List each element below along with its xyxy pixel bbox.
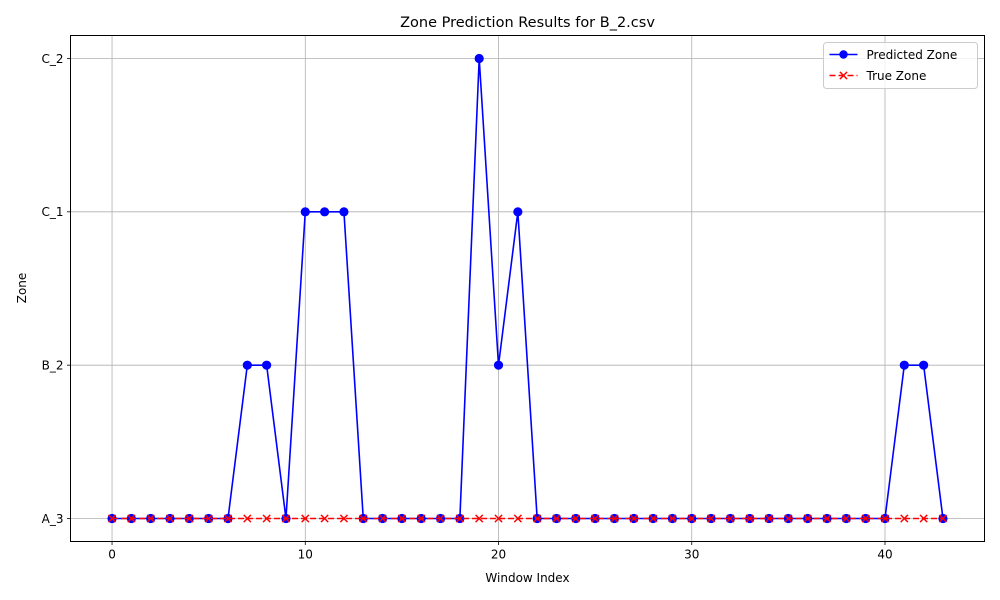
x-tick-label: 20	[491, 548, 506, 562]
legend-true-zone-marker	[839, 71, 848, 80]
true-zone-point	[378, 514, 387, 523]
true-zone-point	[281, 514, 291, 523]
true-zone-point	[301, 514, 310, 523]
true-zone-point	[455, 514, 464, 523]
predicted-zone-point	[493, 360, 504, 370]
y-tick-label: B_2	[42, 358, 64, 372]
predicted-zone-point	[513, 207, 523, 217]
true-zone-point	[745, 514, 754, 523]
true-zone-point	[436, 514, 445, 523]
true-zone-point	[107, 514, 117, 523]
true-zone-point	[165, 514, 175, 523]
x-tick-label: 40	[877, 548, 892, 562]
true-zone-point	[803, 514, 812, 523]
true-zone-point	[475, 514, 484, 523]
true-zone-point	[185, 514, 194, 523]
x-tick-label: 10	[298, 548, 313, 562]
true-zone-point	[320, 514, 329, 523]
true-zone-point	[223, 514, 233, 523]
true-zone-point	[784, 514, 793, 523]
predicted-zone-point	[320, 207, 330, 217]
true-zone-point	[938, 514, 948, 523]
true-zone-point	[494, 514, 503, 523]
true-zone-point	[533, 514, 542, 523]
true-zone-point	[764, 514, 774, 523]
true-zone-point	[397, 514, 407, 523]
true-zone-point	[339, 514, 349, 523]
predicted-zone-point	[300, 207, 310, 217]
predicted-zone-point	[899, 360, 909, 370]
true-zone-point	[610, 514, 619, 523]
y-tick-label: C_1	[41, 205, 63, 219]
true-zone-point	[919, 514, 928, 523]
true-zone-point	[900, 514, 909, 523]
true-zone-point	[687, 514, 696, 523]
y-tick-label: A_3	[42, 512, 64, 526]
legend: Predicted Zone True Zone	[823, 42, 978, 89]
true-zone-point	[880, 514, 890, 523]
ticks-layer: 0 10 20 30 40 A_3 B_2 C_1 C_2	[41, 52, 892, 562]
true-zone-point	[591, 514, 600, 523]
y-tick-label: C_2	[41, 52, 63, 66]
true-zone-point	[822, 514, 832, 523]
true-zone-point	[146, 514, 155, 523]
true-zone-point	[726, 514, 735, 523]
x-tick-label: 0	[108, 548, 116, 562]
true-zone-point	[417, 514, 426, 523]
true-zone-point	[204, 514, 213, 523]
true-zone-point	[127, 514, 136, 523]
true-zone-point	[842, 514, 851, 523]
x-axis-label: Window Index	[485, 571, 569, 585]
true-zone-point	[359, 514, 368, 523]
series-layer	[107, 53, 948, 524]
true-zone-point	[513, 514, 522, 523]
x-tick-label: 30	[684, 548, 699, 562]
predicted-zone-point	[262, 360, 272, 370]
predicted-zone-point	[919, 360, 929, 370]
predicted-zone-point	[242, 360, 252, 370]
true-zone-point	[243, 514, 252, 523]
true-zone-point	[706, 514, 716, 523]
predicted-zone-point	[474, 53, 484, 64]
true-zone-point	[668, 514, 677, 523]
true-zone-point	[629, 514, 638, 523]
true-zone-point	[648, 514, 658, 523]
chart-title: Zone Prediction Results for B_2.csv	[400, 15, 655, 31]
true-zone-point	[552, 514, 561, 523]
plot-frame	[70, 35, 985, 542]
true-zone-point	[571, 514, 580, 523]
legend-box	[823, 42, 978, 89]
true-zone-point	[262, 514, 271, 523]
legend-true-zone-label: True Zone	[866, 69, 927, 83]
y-axis-label: Zone	[15, 273, 29, 304]
true-zone-point	[861, 514, 870, 523]
legend-predicted-zone-marker	[839, 50, 848, 59]
legend-predicted-zone-label: Predicted Zone	[867, 48, 958, 62]
predicted-zone-point	[339, 207, 349, 217]
